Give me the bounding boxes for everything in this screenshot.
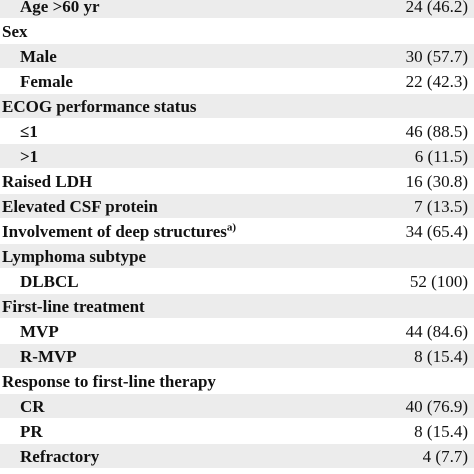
label-text: Refractory [20, 447, 100, 466]
row-label: PR [20, 419, 43, 444]
row-label: MVP [20, 319, 59, 344]
row-label: Lymphoma subtype [2, 244, 146, 269]
label-text: MVP [20, 322, 59, 341]
table-row: MVP 44 (84.6) [0, 319, 474, 344]
row-value: 8 (15.4) [414, 422, 468, 441]
label-text: Raised LDH [2, 172, 93, 191]
table-row: >1 6 (11.5) [0, 144, 474, 169]
label-text: CR [20, 397, 45, 416]
row-value: 52 (100) [409, 272, 468, 291]
label-text: Female [20, 72, 73, 91]
table-row: Response to first-line therapy [0, 369, 474, 394]
table-row: Raised LDH 16 (30.8) [0, 169, 474, 194]
row-value: 8 (15.4) [414, 347, 468, 366]
label-text: ≤1 [20, 122, 38, 141]
table-row: Elevated CSF protein 7 (13.5) [0, 194, 474, 219]
row-label: DLBCL [20, 269, 79, 294]
table-row: ECOG performance status [0, 94, 474, 119]
row-value: 4 (7.7) [422, 447, 468, 466]
row-value: 30 (57.7) [405, 47, 468, 66]
row-label: Sex [2, 19, 28, 44]
row-value: 44 (84.6) [405, 322, 468, 341]
table-row: DLBCL 52 (100) [0, 269, 474, 294]
label-text: Age >60 yr [20, 0, 100, 16]
row-label: CR [20, 394, 45, 419]
row-value: 46 (88.5) [405, 122, 468, 141]
label-text: DLBCL [20, 272, 79, 291]
table-row: Lymphoma subtype [0, 244, 474, 269]
row-label: Refractory [20, 444, 99, 469]
row-label: ≤1 [20, 119, 38, 144]
table-row: CR 40 (76.9) [0, 394, 474, 419]
row-label: Raised LDH [2, 169, 92, 194]
label-text: Lymphoma subtype [2, 247, 147, 266]
label-text: Involvement of deep structures [2, 222, 227, 241]
row-value: 22 (42.3) [405, 72, 468, 91]
label-text: Elevated CSF protein [2, 197, 158, 216]
label-text: First-line treatment [2, 297, 145, 316]
label-text: ECOG performance status [2, 97, 197, 116]
table-row: R-MVP 8 (15.4) [0, 344, 474, 369]
row-label: R-MVP [20, 344, 77, 369]
row-label: >1 [20, 144, 38, 169]
row-value: 24 (46.2) [405, 0, 468, 16]
row-label: Female [20, 69, 73, 94]
table-row: Female 22 (42.3) [0, 69, 474, 94]
table-row: First-line treatment [0, 294, 474, 319]
table-row: Refractory 4 (7.7) [0, 444, 474, 469]
row-value: 6 (11.5) [414, 147, 468, 166]
table-row: ≤1 46 (88.5) [0, 119, 474, 144]
row-label: Elevated CSF protein [2, 194, 158, 219]
row-label: Age >60 yr [20, 0, 100, 19]
row-label: Involvement of deep structuresa) [2, 219, 236, 244]
label-text: Sex [2, 22, 28, 41]
table-row: Involvement of deep structuresa) 34 (65.4… [0, 219, 474, 244]
row-value: 40 (76.9) [405, 397, 468, 416]
table-row: Age >60 yr 24 (46.2) [0, 0, 474, 19]
row-value: 34 (65.4) [405, 222, 468, 241]
label-text: R-MVP [20, 347, 77, 366]
row-label: Male [20, 44, 57, 69]
row-value: 7 (13.5) [414, 197, 468, 216]
row-label: Response to first-line therapy [2, 369, 216, 394]
label-text: Response to first-line therapy [2, 372, 216, 391]
row-label: ECOG performance status [2, 94, 197, 119]
label-text: Male [20, 47, 57, 66]
row-label: First-line treatment [2, 294, 145, 319]
table-row: Sex [0, 19, 474, 44]
label-text: >1 [20, 147, 39, 166]
footnote-marker: a) [226, 221, 237, 234]
table-row: PR 8 (15.4) [0, 419, 474, 444]
label-text: PR [20, 422, 43, 441]
table-row: Male 30 (57.7) [0, 44, 474, 69]
row-value: 16 (30.8) [405, 172, 468, 191]
